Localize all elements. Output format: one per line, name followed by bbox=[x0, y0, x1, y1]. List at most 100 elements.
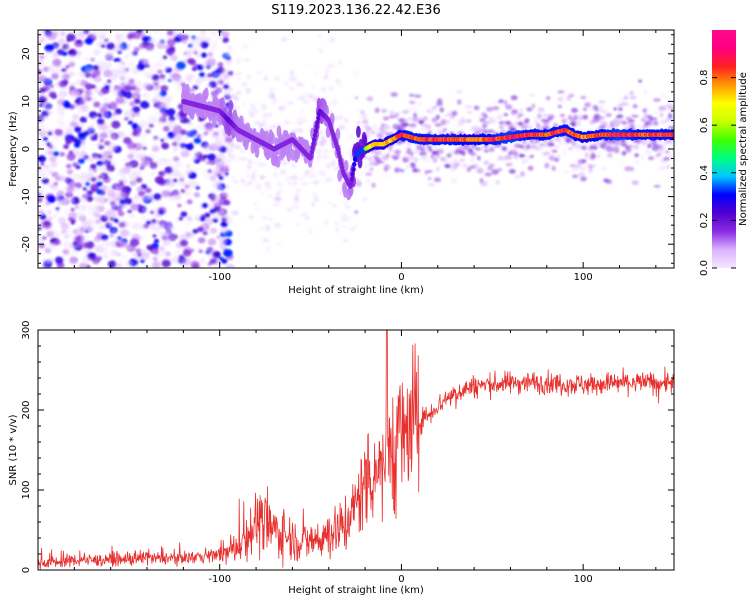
noise-speckle bbox=[131, 90, 141, 99]
noise-speckle bbox=[179, 239, 189, 247]
noise-speckle bbox=[67, 48, 78, 57]
ridge-halo bbox=[285, 175, 293, 181]
noise-speckle bbox=[127, 31, 136, 39]
ridge-core bbox=[309, 149, 314, 155]
noise-speckle bbox=[172, 133, 182, 142]
noise-speckle bbox=[96, 123, 105, 130]
ridge-halo bbox=[580, 176, 587, 182]
noise-speckle bbox=[65, 65, 70, 69]
noise-speckle bbox=[98, 34, 106, 40]
ridge-halo bbox=[309, 180, 316, 184]
ridge-halo bbox=[338, 84, 344, 88]
noise-speckle bbox=[99, 132, 108, 139]
ridge-halo bbox=[439, 107, 445, 113]
colorbar: 0.0 0.2 0.4 0.6 0.8 Normalized spectral ampl… bbox=[699, 30, 749, 276]
ridge-halo bbox=[369, 167, 374, 171]
noise-speckle bbox=[157, 40, 166, 48]
noise-speckle bbox=[197, 226, 204, 233]
ridge-halo bbox=[324, 73, 329, 80]
ridge-halo bbox=[295, 222, 301, 227]
ridge-halo bbox=[271, 98, 278, 104]
noise-speckle bbox=[120, 61, 125, 65]
noise-speckle bbox=[207, 73, 213, 78]
noise-speckle bbox=[55, 208, 61, 213]
snr-series-line bbox=[38, 330, 674, 570]
ridge-halo bbox=[653, 121, 659, 126]
ridge-halo bbox=[221, 192, 229, 197]
noise-speckle bbox=[99, 244, 105, 249]
ridge-halo bbox=[414, 157, 419, 163]
noise-speckle bbox=[120, 229, 130, 238]
noise-speckle bbox=[203, 131, 209, 136]
noise-speckle bbox=[194, 52, 202, 58]
ridge-halo bbox=[362, 197, 367, 202]
noise-speckle bbox=[155, 219, 160, 224]
noise-speckle bbox=[171, 234, 178, 240]
noise-speckle bbox=[79, 116, 88, 123]
noise-speckle bbox=[103, 97, 111, 104]
noise-speckle bbox=[182, 201, 187, 205]
ridge-halo bbox=[629, 96, 637, 100]
ridge-halo bbox=[635, 123, 643, 129]
ridge-halo bbox=[451, 110, 458, 116]
ridge-halo bbox=[537, 107, 545, 112]
noise-speckle bbox=[46, 32, 56, 41]
noise-speckle bbox=[85, 219, 92, 225]
ridge-halo bbox=[614, 122, 619, 128]
ridge-halo bbox=[365, 127, 372, 131]
ridge-halo bbox=[632, 104, 638, 109]
ridge-halo bbox=[254, 109, 259, 115]
ridge-halo bbox=[288, 208, 293, 212]
noise-speckle bbox=[142, 92, 149, 99]
ridge-halo bbox=[602, 166, 606, 171]
noise-speckle bbox=[226, 146, 234, 153]
ridge-halo bbox=[393, 112, 400, 119]
ridge-halo bbox=[610, 123, 615, 130]
ridge-halo bbox=[619, 116, 626, 120]
ridge-halo bbox=[339, 191, 344, 195]
noise-speckle bbox=[183, 39, 189, 44]
noise-speckle bbox=[173, 30, 183, 37]
noise-speckle bbox=[106, 255, 112, 260]
noise-speckle bbox=[223, 249, 233, 258]
noise-speckle bbox=[54, 239, 62, 246]
ridge-halo bbox=[486, 106, 494, 112]
noise-speckle bbox=[49, 183, 58, 190]
noise-speckle bbox=[119, 174, 127, 181]
noise-speckle bbox=[100, 234, 109, 241]
ridge-halo bbox=[668, 113, 673, 119]
ridge-halo bbox=[587, 149, 594, 153]
noise-speckle bbox=[127, 153, 134, 160]
ridge-halo bbox=[638, 79, 643, 83]
ridge-halo bbox=[557, 96, 564, 102]
noise-speckle bbox=[212, 251, 221, 258]
ridge-core bbox=[348, 181, 354, 187]
ridge-halo bbox=[614, 118, 618, 123]
noise-speckle bbox=[212, 211, 222, 220]
noise-speckle bbox=[151, 218, 157, 223]
noise-speckle bbox=[220, 258, 228, 264]
noise-speckle bbox=[184, 34, 190, 39]
noise-speckle bbox=[129, 238, 140, 247]
ridge-halo bbox=[634, 160, 641, 164]
noise-speckle bbox=[150, 171, 156, 176]
noise-speckle bbox=[171, 169, 181, 177]
noise-speckle bbox=[101, 111, 109, 118]
ridge-halo bbox=[474, 147, 482, 151]
noise-speckle bbox=[162, 55, 168, 60]
ridge-halo bbox=[280, 169, 287, 175]
ridge-halo bbox=[334, 226, 339, 233]
ridge-halo bbox=[480, 181, 488, 187]
noise-speckle bbox=[93, 243, 101, 249]
noise-speckle bbox=[196, 134, 201, 138]
noise-speckle bbox=[135, 112, 141, 117]
ridge-halo bbox=[451, 178, 457, 184]
ridge-halo bbox=[320, 138, 328, 143]
noise-speckle bbox=[127, 209, 133, 214]
noise-speckle bbox=[68, 61, 76, 68]
noise-speckle bbox=[189, 168, 194, 172]
noise-speckle bbox=[209, 227, 218, 234]
noise-speckle bbox=[200, 30, 206, 35]
ridge-halo bbox=[653, 110, 659, 116]
ridge-halo bbox=[551, 149, 558, 153]
